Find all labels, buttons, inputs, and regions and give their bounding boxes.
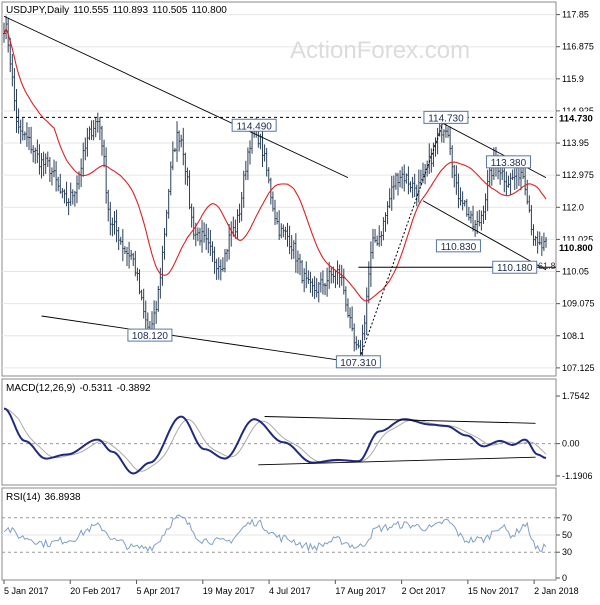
rsi-line	[3, 514, 547, 553]
price-tick-label: 114.925	[562, 106, 594, 116]
date-tick-label: 17 Aug 2017	[335, 586, 386, 596]
low-value: 110.505	[152, 5, 188, 16]
price-annotation-label: 114.730	[428, 113, 464, 124]
price-tick-label: 115.9	[562, 74, 584, 84]
date-tick-label: 2 Oct 2017	[402, 586, 446, 596]
price-tick-label: 107.125	[562, 363, 595, 373]
macd-trendline	[258, 456, 536, 466]
rsi-panel	[1, 487, 557, 581]
macd-panel	[1, 378, 557, 486]
price-annotation-label: 114.490	[236, 121, 272, 132]
rsi-tick-label: 0	[562, 573, 567, 583]
axis-price-tag-label: 114.730	[559, 113, 593, 124]
rsi-title: RSI(14) 36.8938	[6, 492, 81, 503]
price-tick-label: 110.05	[562, 267, 589, 277]
rsi-tick-label: 30	[562, 547, 572, 557]
axis-price-tag	[557, 111, 599, 124]
watermark: ActionForex.com	[290, 37, 470, 64]
price-tick-label: 108.1	[562, 331, 585, 341]
macd-trendline	[264, 416, 536, 424]
macd-tick-label: -1.1906	[562, 471, 593, 481]
close-value: 110.800	[191, 5, 227, 16]
macd-tick-label: 0.00	[562, 439, 580, 449]
macd-tick-label: 1.7542	[562, 391, 590, 401]
price-annotation-label: 110.180	[497, 263, 533, 274]
price-annotation-box	[335, 355, 381, 369]
macd-line	[3, 407, 547, 475]
date-tick-label: 5 Jan 2017	[4, 586, 49, 596]
price-annotation-box	[423, 110, 469, 124]
fib-label: 61.8	[538, 261, 556, 271]
price-annotation-box	[435, 239, 481, 253]
high-value: 110.893	[113, 5, 149, 16]
trendline	[422, 200, 547, 271]
chart-header: USDJPY,Daily 110.555 110.893 110.505 110.800	[6, 5, 227, 16]
rsi-tick-label: 70	[562, 513, 572, 523]
price-tick-label: 109.075	[562, 299, 595, 309]
rsi-tick-label: 50	[562, 530, 572, 540]
date-tick-label: 19 May 2017	[203, 586, 255, 596]
trendline	[41, 315, 376, 366]
trendline	[3, 15, 349, 179]
price-annotation-label: 110.830	[441, 242, 477, 253]
price-tick-label: 111.025	[562, 234, 593, 244]
price-annotation-label: 107.310	[340, 358, 377, 369]
price-tick-label: 117.85	[562, 10, 589, 20]
price-tick-label: 112.975	[562, 170, 594, 180]
macd-signal-line	[3, 407, 547, 472]
symbol-label: USDJPY	[6, 5, 46, 16]
date-tick-label: 15 Nov 2017	[468, 586, 519, 596]
price-annotation-box	[127, 328, 173, 342]
date-tick-label: 2 Jan 2018	[534, 586, 579, 596]
price-annotation-box	[485, 155, 531, 169]
price-tick-label: 112.0	[562, 202, 584, 212]
price-panel	[1, 1, 557, 377]
date-tick-label: 4 Jul 2017	[269, 586, 311, 596]
price-annotation-label: 108.120	[132, 331, 169, 342]
price-annotation-box	[231, 118, 277, 132]
timeframe-label: Daily	[47, 5, 69, 16]
open-value: 110.555	[73, 5, 109, 16]
price-annotation-label: 113.380	[491, 158, 527, 169]
date-tick-label: 20 Feb 2017	[70, 586, 121, 596]
price-annotation-box	[492, 260, 538, 274]
date-tick-label: 5 Apr 2017	[137, 586, 181, 596]
macd-title: MACD(12,26,9) -0.5311 -0.3892	[6, 383, 151, 394]
axis-price-tag-label: 110.800	[559, 243, 593, 254]
price-tick-label: 116.875	[562, 42, 594, 52]
moving-average-line	[3, 27, 547, 302]
price-tick-label: 113.95	[562, 138, 589, 148]
axis-price-tag	[557, 240, 599, 253]
